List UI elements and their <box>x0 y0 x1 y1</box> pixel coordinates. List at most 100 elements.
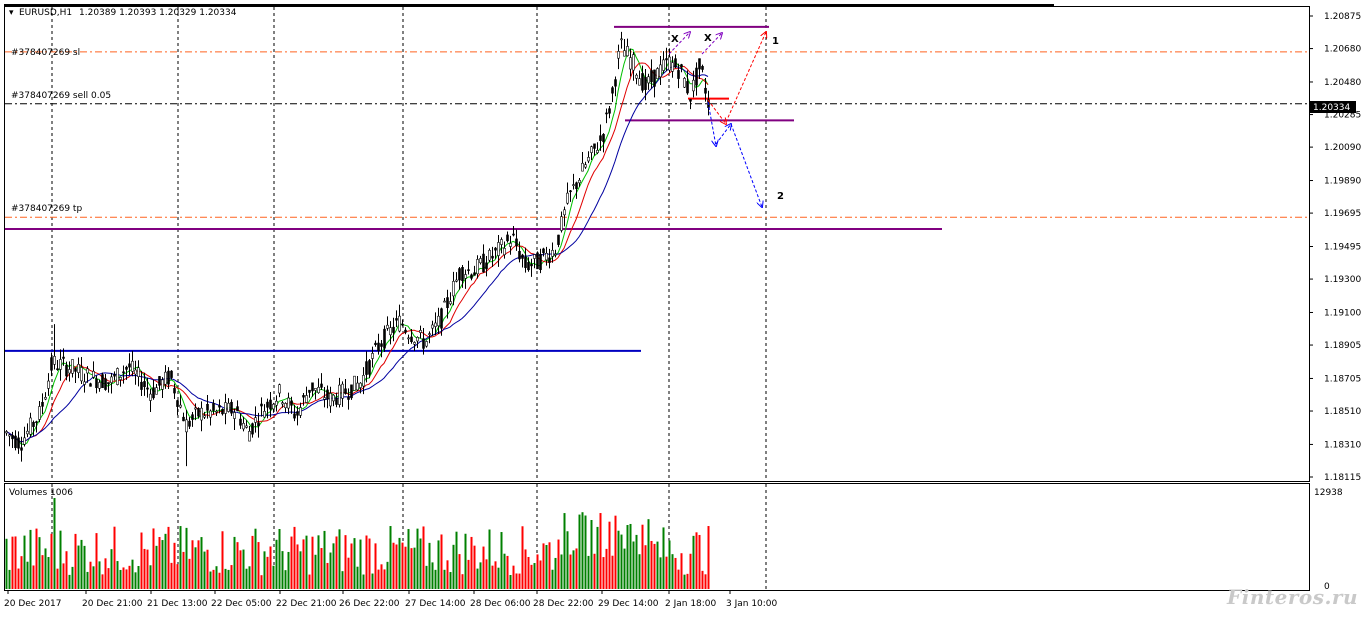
current-price-marker: 1.20334 <box>1310 101 1356 113</box>
candle-body-76 <box>233 412 236 419</box>
candle-body-78 <box>239 418 242 426</box>
candle-body-13 <box>44 397 47 400</box>
volume-bar-220 <box>665 556 668 589</box>
volume-bar-216 <box>653 543 656 589</box>
volume-bar-156 <box>473 545 476 589</box>
volume-bar-67 <box>206 549 209 589</box>
y-tick-label-7: 1.19495 <box>1324 243 1361 253</box>
candle-body-140 <box>425 341 428 347</box>
cross-mark-1: X <box>671 34 679 45</box>
y-tick-label-3: 1.20285 <box>1324 111 1361 121</box>
candle-body-81 <box>248 431 251 442</box>
candle-body-34 <box>107 382 110 385</box>
candle-body-215 <box>650 70 653 83</box>
stop-loss-label: #378407269 sl <box>11 48 80 58</box>
candle-body-145 <box>440 308 443 329</box>
candle-body-26 <box>83 381 86 385</box>
volume-bar-130 <box>395 544 398 589</box>
candle-body-82 <box>251 423 254 435</box>
candle-body-40 <box>125 366 128 370</box>
volume-bar-143 <box>434 569 437 589</box>
volume-bar-161 <box>488 529 491 589</box>
volume-bar-184 <box>557 539 560 589</box>
volume-bar-208 <box>629 523 632 589</box>
candle-body-158 <box>479 258 482 264</box>
x-tick-label-1: 20 Dec 21:00 <box>82 599 143 609</box>
volume-bars <box>5 498 710 589</box>
candle-body-123 <box>374 342 377 345</box>
candle-body-200 <box>605 112 608 115</box>
candle-body-201 <box>608 108 611 114</box>
volume-bar-198 <box>599 513 602 589</box>
candle-body-230 <box>695 67 698 86</box>
candle-body-121 <box>368 360 371 375</box>
volume-bar-224 <box>677 569 680 589</box>
volume-bar-203 <box>614 515 617 589</box>
candle-body-222 <box>671 62 674 72</box>
collapse-triangle-icon[interactable]: ▾ <box>9 8 14 18</box>
candle-body-162 <box>491 255 494 259</box>
volume-bar-69 <box>212 569 215 589</box>
volume-bar-76 <box>233 536 236 589</box>
candle-body-161 <box>488 250 491 261</box>
volume-bar-121 <box>368 538 371 589</box>
candle-body-55 <box>170 370 173 378</box>
volume-bar-219 <box>662 527 665 589</box>
volume-bar-46 <box>143 548 146 589</box>
candle-body-126 <box>383 328 386 349</box>
y-tick-label-1: 1.20680 <box>1324 45 1361 55</box>
candle-body-212 <box>641 73 644 91</box>
volume-bar-222 <box>671 554 674 589</box>
candle-body-156 <box>473 272 476 276</box>
candle-body-96 <box>293 413 296 419</box>
scenario-label-1: 1 <box>772 36 779 47</box>
x-tick-label-5: 26 Dec 22:00 <box>339 599 400 609</box>
volume-bar-234 <box>707 526 710 589</box>
ohlc-label: 1.20389 1.20393 1.20329 1.20334 <box>79 8 237 18</box>
volume-bar-61 <box>188 558 191 589</box>
volume-bar-3 <box>14 536 17 589</box>
cross-mark-2: X <box>704 33 712 44</box>
volume-bar-49 <box>152 528 155 589</box>
volume-bar-145 <box>440 534 443 589</box>
volume-bar-201 <box>608 521 611 589</box>
candle-body-125 <box>380 343 383 347</box>
candle-body-62 <box>191 414 194 420</box>
volume-bar-158 <box>479 562 482 589</box>
candle-body-112 <box>341 383 344 399</box>
candle-body-75 <box>230 401 233 414</box>
volume-bar-48 <box>149 565 152 589</box>
candle-body-118 <box>359 382 362 388</box>
candle-body-3 <box>14 435 17 448</box>
price-axis: 1.20875 1.20680 1.20480 1.20285 1.20090 1.198… <box>1309 12 1361 483</box>
volume-bar-5 <box>20 556 23 589</box>
volume-bar-172 <box>521 526 524 589</box>
volume-bar-15 <box>50 533 53 589</box>
volume-bar-180 <box>545 545 548 589</box>
volume-bar-103 <box>314 554 317 589</box>
candle-body-142 <box>431 324 434 329</box>
candle-body-84 <box>257 422 260 427</box>
candle-body-170 <box>515 238 518 247</box>
candle-body-28 <box>89 383 92 387</box>
candle-body-49 <box>152 387 155 399</box>
volume-bar-225 <box>680 553 683 589</box>
candle-body-20 <box>65 365 68 377</box>
volume-bar-26 <box>83 545 86 589</box>
volume-bar-186 <box>563 513 566 589</box>
volume-bar-58 <box>179 526 182 589</box>
volume-bar-159 <box>482 546 485 589</box>
scenario-label-2: 2 <box>777 191 784 202</box>
candle-body-178 <box>539 253 542 270</box>
candle-body-90 <box>275 400 278 406</box>
candle-body-187 <box>566 192 569 204</box>
candle-body-163 <box>494 247 497 251</box>
volume-bar-133 <box>404 546 407 589</box>
volume-bar-45 <box>140 532 143 589</box>
candle-body-38 <box>119 376 122 380</box>
volume-bar-72 <box>221 531 224 589</box>
candle-body-149 <box>452 281 455 297</box>
volume-bar-128 <box>389 526 392 589</box>
